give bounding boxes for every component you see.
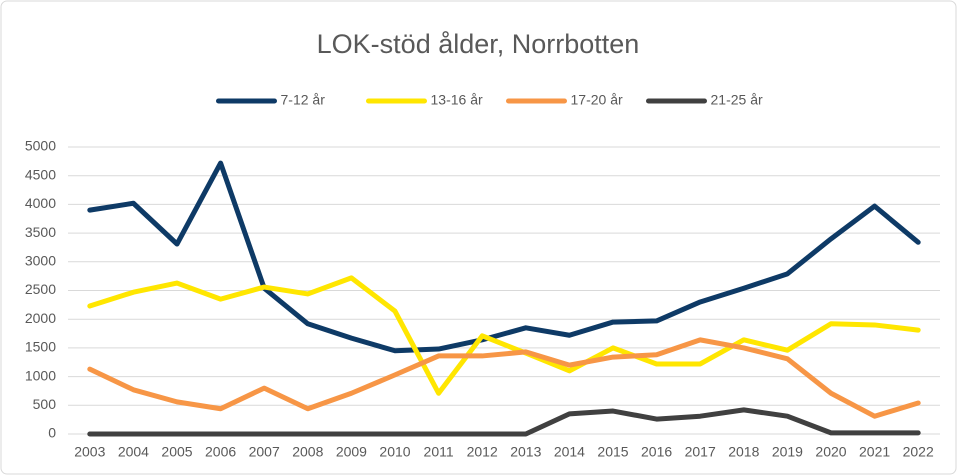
series-line: [87, 407, 921, 437]
x-tick-label: 2018: [728, 444, 759, 460]
y-tick-label: 4500: [25, 166, 56, 182]
x-tick-label: 2019: [772, 444, 803, 460]
x-tick-label: 2008: [292, 444, 323, 460]
y-tick-label: 5000: [25, 138, 56, 154]
legend-label: 13-16 år: [431, 92, 483, 108]
y-tick-label: 2000: [25, 310, 56, 326]
x-tick-label: 2010: [379, 444, 410, 460]
y-tick-label: 3000: [25, 253, 56, 269]
legend-label: 7-12 år: [281, 92, 326, 108]
x-tick-label: 2007: [249, 444, 280, 460]
x-tick-label: 2004: [118, 444, 149, 460]
x-tick-label: 2014: [554, 444, 585, 460]
y-tick-label: 500: [33, 396, 57, 412]
x-tick-label: 2012: [467, 444, 498, 460]
x-tick-label: 2005: [161, 444, 192, 460]
series-line: [87, 275, 921, 396]
y-tick-label: 1500: [25, 339, 56, 355]
y-tick-label: 1000: [25, 367, 56, 383]
x-tick-label: 2006: [205, 444, 236, 460]
y-tick-label: 4000: [25, 195, 56, 211]
x-tick-label: 2017: [685, 444, 716, 460]
x-tick-label: 2022: [903, 444, 934, 460]
x-tick-label: 2003: [74, 444, 105, 460]
x-tick-label: 2020: [815, 444, 846, 460]
x-tick-label: 2013: [510, 444, 541, 460]
chart-title: LOK-stöd ålder, Norrbotten: [317, 29, 640, 59]
y-tick-label: 0: [48, 425, 56, 441]
x-tick-label: 2009: [336, 444, 367, 460]
x-tick-label: 2021: [859, 444, 890, 460]
x-tick-label: 2011: [424, 444, 454, 460]
legend-label: 17-20 år: [571, 92, 623, 108]
y-tick-label: 2500: [25, 281, 56, 297]
y-tick-label: 3500: [25, 224, 56, 240]
series-line: [87, 337, 921, 419]
x-tick-label: 2016: [641, 444, 672, 460]
x-tick-label: 2015: [597, 444, 628, 460]
legend-label: 21-25 år: [711, 92, 763, 108]
series-line: [87, 160, 921, 354]
